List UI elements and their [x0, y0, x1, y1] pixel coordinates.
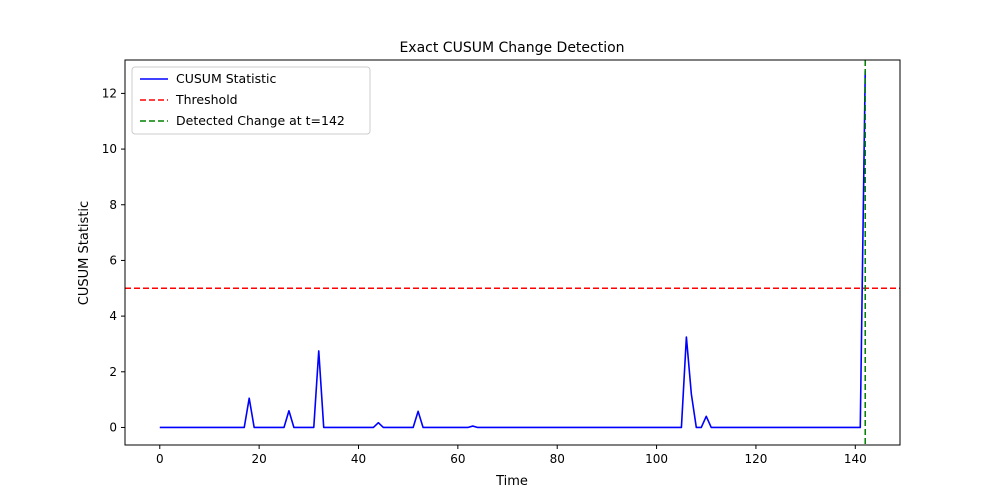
chart-title: Exact CUSUM Change Detection: [399, 40, 624, 56]
legend-box: [131, 66, 371, 135]
y-axis-label: CUSUM Statistic: [77, 201, 92, 305]
plot-frame: [124, 59, 901, 446]
y-tick-label: 0: [109, 420, 117, 434]
y-tick-label: 2: [109, 365, 117, 379]
y-tick-label: 6: [109, 253, 117, 267]
x-tick-label: 140: [844, 452, 867, 466]
y-tick-label: 4: [109, 309, 117, 323]
series-line-0: [159, 71, 867, 429]
x-tick-label: 100: [645, 452, 668, 466]
x-tick-label: 0: [156, 452, 164, 466]
legend-label: CUSUM Statistic: [176, 71, 276, 86]
x-tick-label: 40: [351, 452, 366, 466]
plot-area: 0 20 40 60 80 100 120 140 0 2 4 6 8 10 12: [102, 59, 901, 466]
y-tick-label: 8: [109, 198, 117, 212]
y-tick-label: 10: [102, 142, 117, 156]
x-axis-label: Time: [495, 474, 528, 489]
x-tick-label: 80: [550, 452, 565, 466]
legend-label: Threshold: [175, 92, 238, 107]
x-tick-label: 60: [450, 452, 465, 466]
legend: CUSUM Statistic Threshold Detected Change …: [131, 66, 371, 135]
legend-label: Detected Change at t=142: [176, 113, 345, 128]
x-tick-label: 20: [251, 452, 266, 466]
x-tick-label: 120: [744, 452, 767, 466]
y-tick-label: 12: [102, 86, 117, 100]
